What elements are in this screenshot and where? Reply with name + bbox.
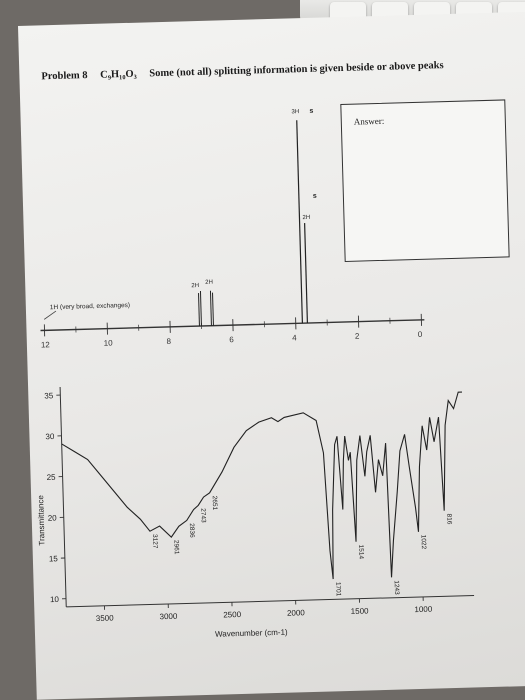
nmr-peak <box>209 290 212 326</box>
nmr-peak <box>212 292 214 326</box>
ir-x-tick-label: 3500 <box>96 614 115 624</box>
ir-x-tick-label: 3000 <box>159 612 178 622</box>
ir-peak-label: 2836 <box>188 523 195 538</box>
nmr-x-tick-label: 4 <box>292 333 297 342</box>
nmr-baseline <box>40 319 425 332</box>
ir-xlabel: Wavenumber (cm-1) <box>215 628 288 639</box>
ir-peak-label: 1514 <box>357 545 364 560</box>
ir-x-tick-label: 1500 <box>351 606 370 616</box>
ir-peak-label: 1701 <box>334 582 341 597</box>
molecular-formula: C₉H₁₀O₃ <box>100 68 137 81</box>
nmr-peaks-aromatic <box>198 290 214 327</box>
nmr-peak-ch3 <box>296 120 304 324</box>
ir-ylabel: Transmittance <box>36 494 46 545</box>
ir-peak-label: 2651 <box>211 496 218 511</box>
ir-y-tick-label: 10 <box>50 595 60 604</box>
nmr-label-ch2: 2H <box>302 215 310 221</box>
nmr-label-aromatic-left: 2H <box>191 283 199 289</box>
ir-series-line <box>61 391 463 580</box>
nmr-x-tick-label: 12 <box>41 340 51 349</box>
nmr-x-tick-label: 2 <box>355 332 360 341</box>
ir-x-axis <box>66 594 475 608</box>
nmr-x-tick-label: 8 <box>166 337 171 346</box>
ir-peak-label: 816 <box>445 514 452 525</box>
nmr-label-aromatic-right: 2H <box>205 280 213 286</box>
ir-y-tick-label: 25 <box>46 473 56 482</box>
nmr-x-tick-label: 6 <box>229 335 234 344</box>
ir-y-tick-label: 15 <box>49 554 59 563</box>
ir-y-ticks: 10 15 20 25 30 35 <box>44 391 67 604</box>
ir-x-tick-label: 2500 <box>223 610 242 620</box>
ir-peak-label: 2743 <box>199 508 206 523</box>
worksheet-paper: Problem 8 C₉H₁₀O₃ Some (not all) splitti… <box>18 11 525 700</box>
ir-y-axis <box>59 386 67 607</box>
nmr-x-tick-label: 0 <box>418 330 423 339</box>
nmr-peak <box>199 290 202 327</box>
ir-y-tick-label: 20 <box>48 513 58 522</box>
ir-x-ticks: 3500 3000 2500 2000 1500 1000 <box>96 596 433 624</box>
nmr-spectrum: 12 10 8 6 4 2 0 1H (very broad, exchanges) 2H … <box>40 108 425 349</box>
nmr-peak-ch2 <box>304 223 309 324</box>
nmr-label-broad: 1H (very broad, exchanges) <box>50 302 130 311</box>
nmr-x-axis: 12 10 8 6 4 2 0 <box>41 313 423 349</box>
nmr-peak-broad <box>43 310 57 320</box>
nmr-label-ch2-mult: s <box>313 193 317 200</box>
ir-peak-labels: 3127 2961 2836 2743 2651 1701 1514 1243 1022 816 <box>151 496 453 597</box>
ir-peak-label: 1243 <box>393 580 400 595</box>
ir-peak-label: 2961 <box>172 540 179 555</box>
nmr-label-ch3: 3H <box>291 109 299 115</box>
ir-x-tick-label: 1000 <box>414 605 433 615</box>
ir-y-tick-label: 30 <box>45 432 55 441</box>
ir-peak-label: 3127 <box>151 534 158 549</box>
problem-number: Problem 8 <box>41 70 88 83</box>
ir-spectrum: 10 15 20 25 30 35 3500 3000 2500 2000 1500 1000 31… <box>36 386 475 639</box>
ir-x-tick-label: 2000 <box>287 608 306 618</box>
nmr-label-ch3-mult: s <box>309 108 313 115</box>
nmr-x-tick-label: 10 <box>104 338 114 347</box>
ir-y-tick-label: 35 <box>44 391 54 400</box>
nmr-peak <box>198 293 200 327</box>
ir-peak-label: 1022 <box>420 535 427 550</box>
